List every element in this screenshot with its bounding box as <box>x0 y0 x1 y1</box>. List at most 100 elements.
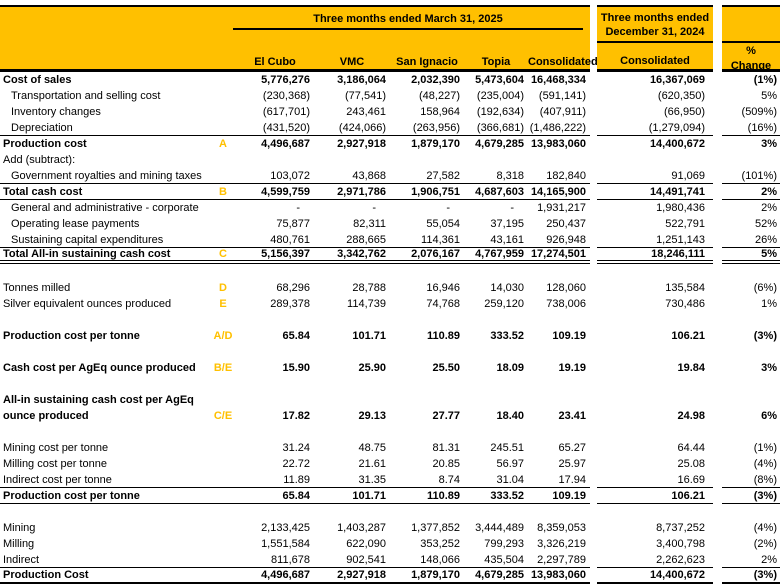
cell-pct-change: (4%) <box>753 458 777 470</box>
column-gap <box>590 280 597 296</box>
cell-vmc: 1,403,287 <box>337 522 386 534</box>
cell-consolidated: 109.19 <box>528 488 590 504</box>
column-gap <box>590 168 597 184</box>
column-gap <box>590 184 597 200</box>
column-gap <box>590 360 597 376</box>
cell-topia: 333.52 <box>490 330 524 342</box>
cell-topia: 3,444,489 <box>475 522 524 534</box>
column-gap <box>713 184 722 200</box>
row-label: Total cash cost <box>0 184 210 200</box>
row-label: Total All-in sustaining cash cost <box>0 248 210 264</box>
row-label: Milling <box>3 538 35 550</box>
cell-san-ignacio: - <box>446 202 450 214</box>
column-gap <box>713 536 722 552</box>
cell-consolidated: 1,931,217 <box>537 202 586 214</box>
row-reference-letter <box>210 104 236 120</box>
spacer-row <box>0 264 780 280</box>
cell-pct-change: (101%) <box>722 168 780 184</box>
row-label: Mining <box>3 522 36 534</box>
column-header-el-cubo: El Cubo <box>254 56 296 68</box>
cell-vmc: 101.71 <box>314 488 390 504</box>
row-reference-letter: A/D <box>213 330 233 342</box>
cell-el-cubo: 31.24 <box>282 442 310 454</box>
cell-consolidated: 65.27 <box>558 442 586 454</box>
period-title-2024-line1: Three months ended <box>600 12 710 24</box>
cell-el-cubo: 289,378 <box>270 298 310 310</box>
cell-consolidated-2024: 91,069 <box>597 168 713 184</box>
cell-san-ignacio: 148,066 <box>390 552 464 568</box>
cell-vmc: 3,342,762 <box>314 248 390 264</box>
cell-topia: 18.40 <box>496 410 524 422</box>
row-label: Cost of sales <box>3 74 72 86</box>
cell-topia <box>464 152 528 168</box>
cell-pct-change <box>722 152 780 168</box>
column-gap <box>713 296 722 312</box>
row-reference-letter <box>210 536 236 552</box>
cell-pct-change: (4%) <box>753 522 777 534</box>
table-row: Operating lease payments 75,877 82,311 55,0… <box>0 216 780 232</box>
cell-vmc: 82,311 <box>353 218 386 230</box>
column-gap <box>713 360 722 376</box>
table-row: All-in sustaining cash cost per AgEq <box>0 392 780 408</box>
cell-el-cubo: 1,551,584 <box>261 538 310 550</box>
row-label: Sustaining capital expenditures <box>0 232 210 248</box>
cell-topia: 14,030 <box>490 282 524 294</box>
column-header-vmc: VMC <box>339 56 365 68</box>
cell-san-ignacio: 1,377,852 <box>411 522 460 534</box>
cell-san-ignacio: 353,252 <box>420 538 460 550</box>
cell-pct-change: 2% <box>761 202 777 214</box>
row-label: Operating lease payments <box>11 218 140 230</box>
cell-san-ignacio: (48,227) <box>419 90 460 102</box>
spacer-row <box>0 344 780 360</box>
table-header: Three months ended March 31, 2025 El Cub… <box>0 5 780 72</box>
column-header-letter-spacer <box>210 56 236 68</box>
header-gap <box>713 5 722 72</box>
row-reference-letter <box>210 88 236 104</box>
cell-consolidated: 17,274,501 <box>528 248 590 264</box>
table-row: Transportation and selling cost (230,368)… <box>0 88 780 104</box>
column-header-spacer <box>0 56 210 68</box>
cell-consolidated-2024: 16,367,069 <box>649 74 705 86</box>
row-reference-letter <box>210 488 236 504</box>
row-label: Cash cost per AgEq ounce produced <box>3 362 196 374</box>
cell-pct-change: 1% <box>761 298 777 310</box>
cell-san-ignacio: 2,032,390 <box>411 74 460 86</box>
cell-el-cubo: 811,678 <box>236 552 314 568</box>
cell-consolidated-2024: (66,950) <box>664 106 705 118</box>
cell-consolidated: 16,468,334 <box>530 74 586 86</box>
column-header-consolidated-2024: Consolidated <box>620 55 690 67</box>
row-label: General and administrative - corporate <box>11 202 199 214</box>
cell-consolidated-2024 <box>597 152 713 168</box>
cell-san-ignacio: 110.89 <box>390 488 464 504</box>
cell-consolidated-2024: 14,400,672 <box>597 568 713 584</box>
cell-consolidated: (407,911) <box>539 106 586 118</box>
header-group-q4-2024: Three months ended December 31, 2024 Con… <box>597 5 713 72</box>
pct-header-line2: Change <box>730 60 772 72</box>
cell-consolidated <box>528 392 590 408</box>
table-body: Cost of sales 5,776,276 3,186,064 2,032,390… <box>0 72 780 584</box>
row-label: ounce produced <box>3 410 89 422</box>
cell-consolidated-2024: 14,400,672 <box>649 138 705 150</box>
table-row: Tonnes milled D 68,296 28,788 16,946 14,030 12… <box>0 280 780 296</box>
cell-consolidated-2024: (620,350) <box>657 90 705 102</box>
cell-pct-change: (1%) <box>753 442 777 454</box>
cell-topia: 435,504 <box>464 552 528 568</box>
cell-vmc: 29.13 <box>358 410 386 422</box>
column-gap <box>713 488 722 504</box>
row-reference-letter <box>210 168 236 184</box>
cell-consolidated-2024: 8,737,252 <box>656 522 705 534</box>
spacer-row <box>0 424 780 440</box>
cell-topia: 18.09 <box>496 362 524 374</box>
cell-vmc: - <box>372 202 376 214</box>
column-gap <box>590 456 597 472</box>
table-row: Sustaining capital expenditures 480,761 28… <box>0 232 780 248</box>
cell-consolidated: 182,840 <box>528 168 590 184</box>
cell-pct-change: (6%) <box>753 282 777 294</box>
cell-vmc: 101.71 <box>352 330 386 342</box>
column-gap <box>713 520 722 536</box>
row-label: Mining cost per tonne <box>3 442 109 454</box>
cell-topia: 5,473,604 <box>475 74 524 86</box>
row-reference-letter: B <box>210 184 236 200</box>
row-reference-letter <box>210 72 236 88</box>
cell-vmc: (77,541) <box>345 90 386 102</box>
